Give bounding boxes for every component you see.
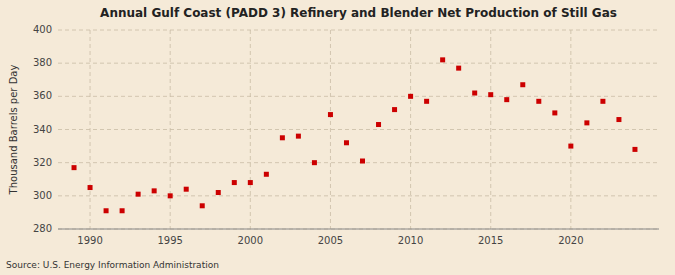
x-grid-line (90, 30, 91, 229)
y-axis-label: Thousand Barrels per Day (8, 65, 19, 196)
chart: 280 300 320 340 360 380 400 1990 1995 2000 2005 201… (0, 0, 675, 275)
y-grid-line (58, 63, 659, 64)
y-grid-line (58, 162, 659, 163)
x-grid-line (490, 30, 491, 229)
y-tick-label: 360 (33, 90, 52, 101)
point (328, 112, 333, 117)
x-tick-label: 2020 (558, 235, 583, 246)
point (152, 188, 157, 193)
y-tick-label: 300 (33, 190, 52, 201)
y-tick-label: 340 (33, 124, 52, 135)
point (360, 159, 365, 164)
x-grid-line (250, 30, 251, 229)
chart-container: 280 300 320 340 360 380 400 1990 1995 2000 2005 201… (0, 0, 675, 275)
source-note: Source: U.S. Energy Information Administ… (6, 260, 219, 270)
page: {"chart_data": {"type": "scatter", "titl… (0, 0, 675, 275)
x-grid-line (330, 30, 331, 229)
points (72, 57, 638, 213)
point (504, 97, 509, 102)
y-tick-label: 400 (33, 24, 52, 35)
y-grid-line (58, 96, 659, 97)
point (600, 99, 605, 104)
point (248, 180, 253, 185)
y-grid-line (58, 129, 659, 130)
point (616, 117, 621, 122)
y-grid-line (58, 195, 659, 196)
x-tick-label: 2010 (398, 235, 423, 246)
y-grid-line (58, 229, 659, 230)
tick-labels: 280 300 320 340 360 380 400 1990 1995 2000 2005 201… (33, 24, 584, 246)
point (184, 187, 189, 192)
y-tick-label: 380 (33, 57, 52, 68)
point (584, 120, 589, 125)
point (264, 172, 269, 177)
x-tick-label: 2005 (318, 235, 343, 246)
point (472, 91, 477, 96)
point (376, 122, 381, 127)
point (136, 192, 141, 197)
x-tick-label: 1995 (157, 235, 182, 246)
point (120, 208, 125, 213)
point (456, 66, 461, 71)
x-axis-line (58, 229, 659, 230)
y-grid-line (58, 30, 659, 31)
point (88, 185, 93, 190)
point (200, 203, 205, 208)
point (344, 140, 349, 145)
point (232, 180, 237, 185)
point (632, 147, 637, 152)
point (168, 193, 173, 198)
point (536, 99, 541, 104)
background (0, 0, 675, 275)
x-tick-label: 2015 (478, 235, 503, 246)
y-tick-label: 280 (33, 223, 52, 234)
y-tick-label: 320 (33, 157, 52, 168)
point (408, 94, 413, 99)
point (520, 82, 525, 87)
point (72, 165, 77, 170)
x-tick-label: 1990 (77, 235, 102, 246)
title: Annual Gulf Coast (PADD 3) Refinery and … (100, 6, 617, 20)
grid (58, 30, 659, 229)
x-grid-line (570, 30, 571, 229)
point (552, 110, 557, 115)
point (424, 99, 429, 104)
point (280, 135, 285, 140)
point (488, 92, 493, 97)
point (312, 160, 317, 165)
point (104, 208, 109, 213)
x-grid-line (410, 30, 411, 229)
x-tick-label: 2000 (238, 235, 263, 246)
x-grid-line (170, 30, 171, 229)
point (440, 57, 445, 62)
point (392, 107, 397, 112)
point (568, 144, 573, 149)
point (296, 134, 301, 139)
point (216, 190, 221, 195)
